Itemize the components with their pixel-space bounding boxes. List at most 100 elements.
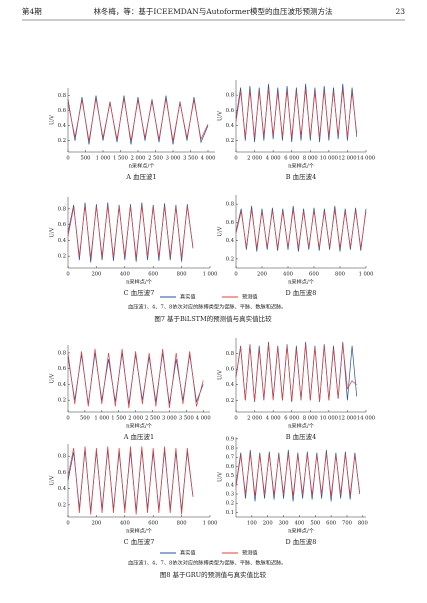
x-axis-label: n采样点/个	[126, 278, 153, 286]
legend-label: 真实值	[180, 293, 196, 301]
y-tick-label: 0.6	[58, 366, 66, 372]
y-tick-label: 0.2	[58, 398, 66, 404]
x-tick-label: 10 000	[320, 416, 338, 422]
legend-label: 真实值	[180, 549, 196, 557]
x-tick-label: 500	[310, 521, 320, 527]
x-axis-label: n采样点/个	[288, 422, 315, 430]
x-tick-label: 4 000	[196, 416, 211, 422]
panel-caption: A 血压波1	[123, 432, 154, 441]
series-line	[67, 205, 194, 258]
y-tick-label: 0.4	[226, 382, 235, 388]
x-tick-label: 600	[326, 521, 336, 527]
y-tick-label: 0.2	[226, 501, 234, 507]
x-tick-label: 0	[66, 156, 69, 162]
x-tick-label: 14 000	[357, 416, 375, 422]
panel-caption: C 血压波7	[124, 537, 155, 546]
y-tick-label: 0.6	[226, 108, 234, 114]
series-line	[67, 449, 194, 512]
x-tick-label: 800	[177, 521, 187, 527]
y-tick-label: 0.6	[226, 464, 234, 470]
x-tick-label: 1 500	[111, 416, 126, 422]
y-tick-label: 0.2	[226, 256, 234, 262]
x-tick-label: 12 000	[338, 156, 356, 162]
y-tick-label: 0.6	[226, 367, 234, 373]
y-tick-label: 0.6	[58, 108, 66, 114]
series-line	[235, 89, 358, 138]
y-tick-label: 0.2	[58, 254, 66, 260]
y-tick-label: 0.4	[58, 123, 67, 129]
series-line	[235, 453, 361, 496]
x-tick-label: 3 000	[166, 156, 181, 162]
y-tick-label: 0.6	[58, 222, 66, 228]
series-line	[235, 209, 367, 248]
y-tick-label: 0.4	[58, 486, 67, 492]
y-tick-label: 0.2	[226, 138, 234, 144]
panel-caption: A 血压波1	[125, 172, 156, 181]
x-tick-label: 800	[335, 272, 345, 278]
page-number: 23	[395, 7, 405, 16]
x-tick-label: 1 000	[359, 272, 374, 278]
x-tick-label: 6 000	[284, 416, 299, 422]
panel-caption: D 血压波8	[286, 288, 317, 297]
panel-caption: C 血压波7	[124, 288, 155, 297]
x-tick-label: 300	[279, 521, 289, 527]
x-axis-label: n采样点/个	[288, 527, 315, 535]
series-line	[67, 352, 204, 405]
x-tick-label: 0	[66, 521, 69, 527]
x-tick-label: 600	[309, 272, 319, 278]
series-line	[67, 446, 194, 515]
series-line	[67, 348, 204, 409]
x-axis-label: n采样点/个	[126, 422, 153, 430]
legend-label: 预测值	[242, 549, 258, 557]
y-tick-label: 0.2	[226, 398, 234, 404]
figure-note: 血压波1、4、7、8依次对应的脉搏类型为促脉、平脉、数脉和迟脉。	[128, 559, 286, 567]
y-tick-label: 0.5	[226, 473, 234, 479]
legend-label: 预测值	[242, 293, 258, 301]
x-tick-label: 14 000	[357, 156, 375, 162]
issue: 第4期	[22, 6, 42, 16]
x-tick-label: 200	[257, 272, 267, 278]
x-tick-label: 800	[358, 521, 368, 527]
figure-caption: 图8 基于GRU的预测值与真实值比较	[160, 570, 267, 579]
x-tick-label: 2 000	[247, 416, 262, 422]
y-axis-label: U/V	[50, 475, 56, 485]
x-tick-label: 500	[80, 416, 90, 422]
y-axis-label: U/V	[50, 373, 56, 383]
x-tick-label: 200	[263, 521, 273, 527]
y-axis-label: U/V	[218, 111, 224, 121]
x-tick-label: 8 000	[303, 416, 318, 422]
x-tick-label: 4 000	[201, 156, 216, 162]
y-tick-label: 0.2	[58, 138, 66, 144]
y-tick-label: 0.4	[58, 238, 67, 244]
y-tick-label: 0.7	[226, 455, 234, 461]
x-tick-label: 0	[234, 416, 237, 422]
x-tick-label: 0	[234, 156, 237, 162]
x-tick-label: 12 000	[338, 416, 356, 422]
x-tick-label: 400	[120, 272, 130, 278]
y-tick-label: 0.1	[226, 510, 234, 516]
x-tick-label: 1 000	[203, 272, 218, 278]
x-tick-label: 8 000	[303, 156, 318, 162]
y-tick-label: 0.8	[226, 351, 234, 357]
y-tick-label: 0.8	[58, 206, 66, 212]
x-tick-label: 3 000	[162, 416, 177, 422]
y-tick-label: 0.3	[226, 492, 234, 498]
y-axis-label: U/V	[218, 370, 224, 380]
y-tick-label: 0.8	[226, 446, 234, 452]
y-tick-label: 0.6	[58, 470, 66, 476]
x-axis-label: n采样点/个	[126, 527, 153, 535]
x-tick-label: 2 000	[128, 416, 143, 422]
y-axis-label: U/V	[218, 472, 224, 482]
x-tick-label: 1 500	[113, 156, 128, 162]
figure-note: 血压波1、4、7、8依次对应的脉搏类型为促脉、平脉、数脉和迟脉。	[128, 303, 286, 311]
x-axis-label: n采样点/个	[288, 162, 315, 170]
x-tick-label: 100	[247, 521, 257, 527]
x-tick-label: 0	[66, 272, 69, 278]
running-title: 林冬梅，等：基于ICEEMDAN与Autoformer模型的血压波形预测方法	[93, 6, 333, 16]
series-line	[67, 98, 209, 141]
x-axis-label: n采样点/个	[129, 162, 156, 170]
y-tick-label: 0.8	[226, 202, 234, 208]
x-tick-label: 1 000	[203, 521, 218, 527]
panel-caption: D 血压波8	[286, 537, 317, 546]
